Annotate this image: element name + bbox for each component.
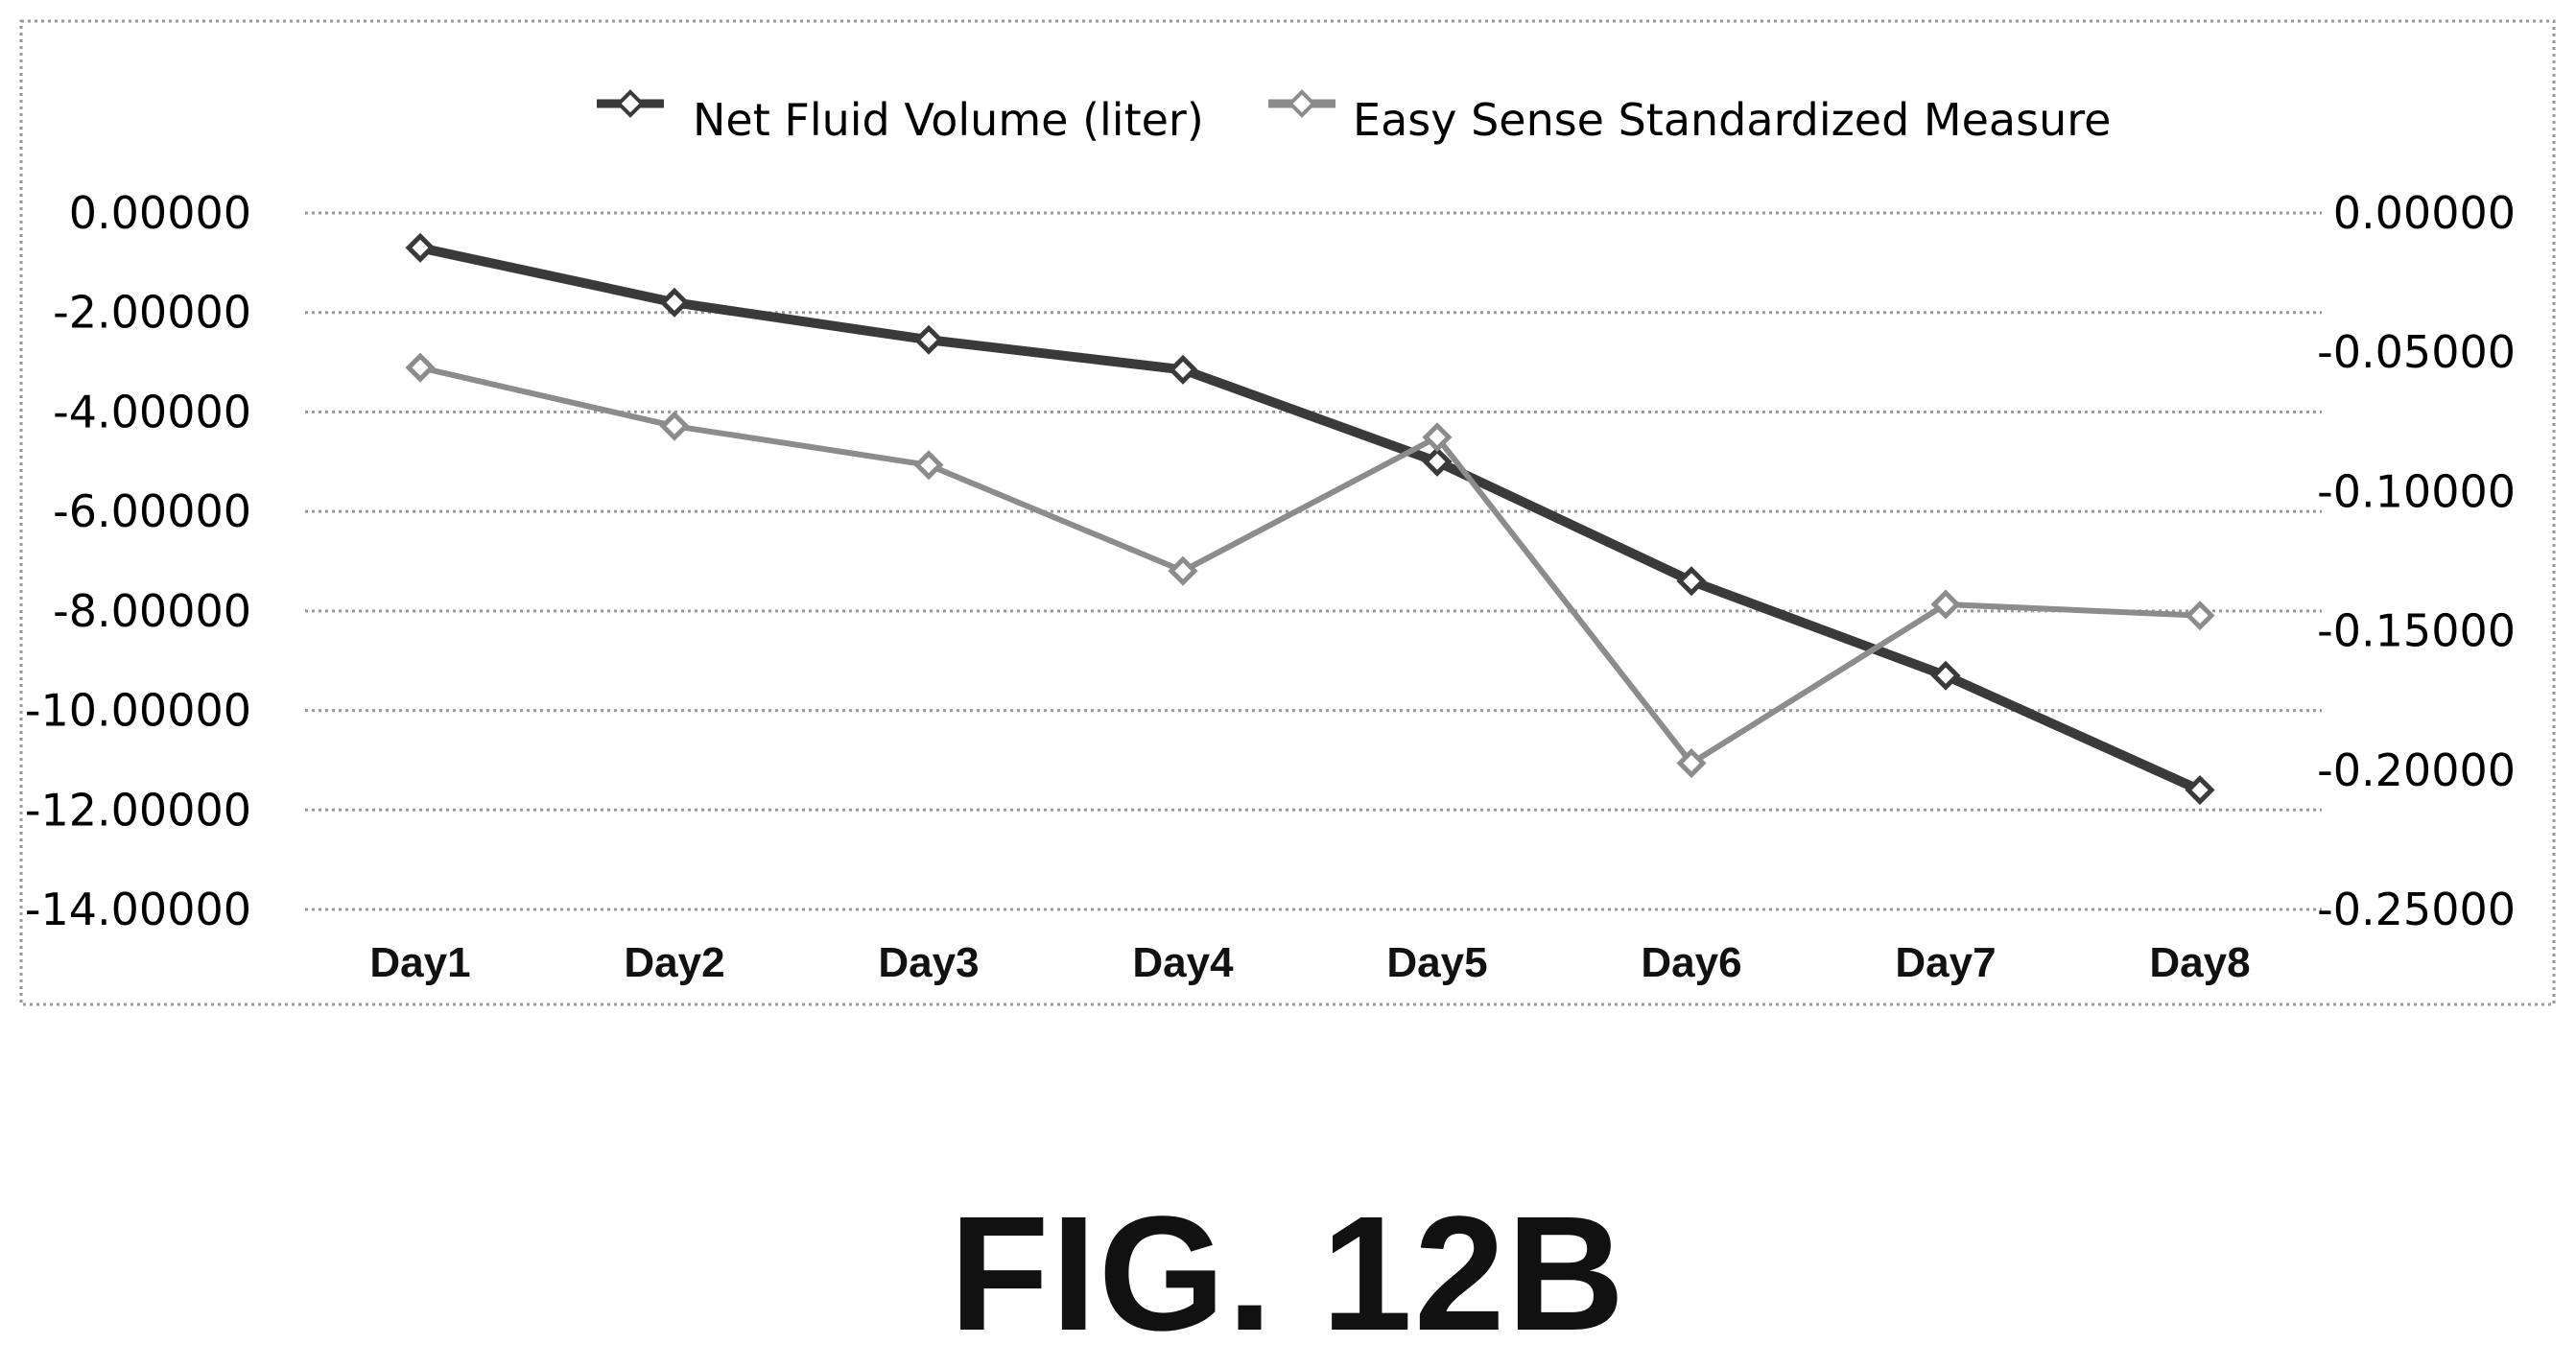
data-point-net-fluid — [1676, 566, 1707, 597]
left-tick-label: -4.00000 — [53, 386, 251, 437]
data-point-easy-sense — [405, 352, 436, 383]
x-tick-label: Day8 — [2149, 939, 2250, 986]
left-tick-label: -12.00000 — [25, 784, 251, 836]
x-axis-ticks: Day1 Day2 Day3 Day4 Day5 Day6 Day7 Day8 — [369, 939, 2250, 986]
chart-border — [19, 19, 2556, 1006]
left-tick-label: 0.00000 — [69, 187, 251, 239]
right-tick-label: -0.10000 — [2317, 465, 2516, 517]
legend-item-easy-sense: Easy Sense Standardized Measure — [1268, 89, 2111, 146]
data-point-net-fluid — [405, 232, 436, 263]
right-tick-label: -0.25000 — [2317, 884, 2516, 935]
data-point-easy-sense — [1676, 748, 1707, 779]
figure-caption: FIG. 12B — [949, 1183, 1627, 1365]
x-tick-label: Day2 — [624, 939, 724, 986]
data-point-easy-sense — [659, 411, 690, 441]
x-tick-label: Day6 — [1641, 939, 1741, 986]
left-axis-ticks: 0.00000 -2.00000 -4.00000 -6.00000 -8.00000 -… — [25, 187, 251, 935]
right-tick-label: -0.05000 — [2317, 326, 2516, 378]
legend-marker-net-fluid — [616, 89, 645, 118]
x-tick-label: Day5 — [1386, 939, 1487, 986]
data-point-easy-sense — [2185, 601, 2215, 631]
legend-marker-easy-sense — [1288, 89, 1316, 118]
legend: Net Fluid Volume (liter) Easy Sense Stan… — [597, 89, 2111, 146]
data-point-easy-sense — [1422, 422, 1453, 453]
x-tick-label: Day3 — [878, 939, 979, 986]
data-point-easy-sense — [1168, 555, 1198, 586]
x-tick-label: Day7 — [1895, 939, 1996, 986]
data-point-net-fluid — [1422, 446, 1453, 477]
data-point-net-fluid — [2185, 775, 2215, 806]
legend-label-easy-sense: Easy Sense Standardized Measure — [1353, 94, 2111, 146]
gridlines — [305, 211, 2322, 911]
legend-label-net-fluid: Net Fluid Volume (liter) — [693, 94, 1204, 146]
left-tick-label: -2.00000 — [53, 287, 251, 339]
series-line-net-fluid — [415, 243, 2205, 795]
left-tick-label: -14.00000 — [25, 884, 251, 935]
series — [405, 232, 2215, 806]
left-tick-label: -8.00000 — [53, 585, 251, 637]
data-point-easy-sense — [913, 450, 944, 481]
x-tick-label: Day1 — [369, 939, 470, 986]
right-tick-label: -0.15000 — [2317, 605, 2516, 657]
data-point-net-fluid — [1168, 354, 1198, 385]
data-point-easy-sense — [1930, 589, 1961, 620]
legend-item-net-fluid: Net Fluid Volume (liter) — [597, 89, 1204, 146]
left-tick-label: -10.00000 — [25, 685, 251, 737]
data-point-net-fluid — [659, 287, 690, 318]
data-point-net-fluid — [913, 324, 944, 355]
right-tick-label: 0.00000 — [2333, 187, 2516, 239]
right-axis-ticks: 0.00000 -0.05000 -0.10000 -0.15000 -0.20000 -… — [2317, 187, 2516, 935]
left-tick-label: -6.00000 — [53, 485, 251, 537]
series-line-easy-sense — [417, 365, 2203, 767]
right-tick-label: -0.20000 — [2317, 744, 2516, 796]
data-point-net-fluid — [1930, 660, 1961, 691]
x-tick-label: Day4 — [1132, 939, 1234, 986]
